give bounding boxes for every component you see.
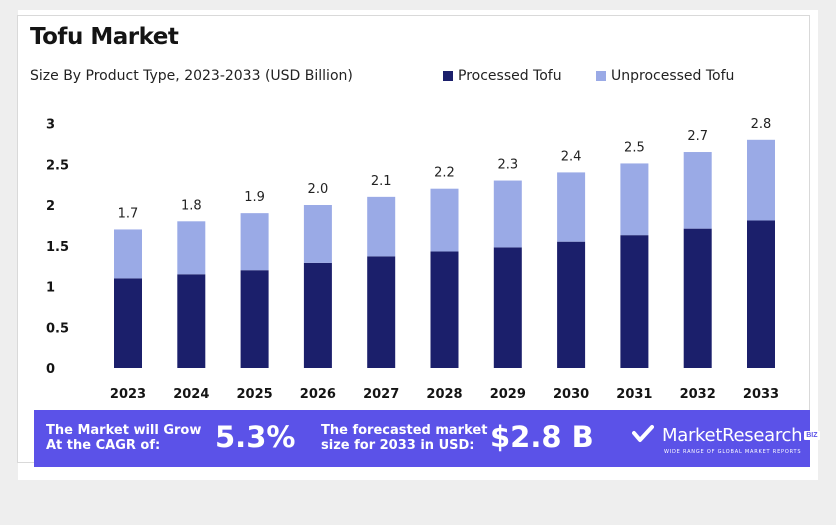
x-tick-label: 2024: [173, 387, 209, 402]
data-label: 1.7: [118, 206, 139, 221]
bar-unprocessed: [177, 221, 206, 275]
brand-tagline: WIDE RANGE OF GLOBAL MARKET REPORTS: [664, 449, 802, 455]
x-tick-label: 2027: [363, 387, 399, 402]
data-label: 1.8: [181, 198, 202, 213]
bar-processed: [303, 262, 332, 368]
cagr-value: 5.3%: [215, 420, 296, 454]
bar-unprocessed: [114, 229, 142, 279]
cagr-label-line2: At the CAGR of:: [46, 438, 161, 453]
bar-processed: [367, 256, 396, 368]
bar-unprocessed: [747, 139, 775, 221]
y-tick-label: 2.5: [46, 158, 69, 173]
x-tick-label: 2023: [110, 387, 146, 402]
chart-subtitle: Size By Product Type, 2023-2033 (USD Bil…: [30, 68, 353, 84]
summary-banner: The Market will Grow At the CAGR of: 5.3…: [34, 410, 820, 467]
x-tick-label: 2028: [426, 387, 462, 402]
legend-label-processed: Processed Tofu: [458, 68, 562, 84]
chart-title: Tofu Market: [30, 24, 179, 50]
data-label: 1.9: [244, 190, 265, 205]
bar-unprocessed: [240, 213, 269, 271]
bar-processed: [177, 274, 206, 368]
bar-unprocessed: [367, 196, 396, 257]
bar-unprocessed: [430, 188, 459, 252]
y-tick-label: 1: [46, 281, 55, 296]
bar-processed: [430, 251, 459, 368]
bar-processed: [683, 228, 712, 368]
cagr-label: The Market will Grow At the CAGR of:: [46, 423, 201, 453]
brand-logo: MarketResearch BIZ: [632, 424, 820, 446]
bar-unprocessed: [683, 152, 712, 229]
forecast-label-line1: The forecasted market: [321, 423, 488, 438]
data-label: 2.3: [497, 158, 518, 173]
bar-processed: [620, 235, 649, 368]
legend-swatch-unprocessed: [596, 71, 606, 81]
data-label: 2.8: [751, 117, 772, 132]
brand-badge: BIZ: [804, 430, 820, 440]
checkmark-icon: [632, 425, 654, 442]
brand-name: MarketResearch: [662, 424, 803, 446]
y-tick-label: 0.5: [46, 321, 69, 336]
x-tick-label: 2026: [300, 387, 336, 402]
y-tick-label: 3: [46, 118, 55, 133]
bar-processed: [557, 241, 586, 368]
y-tick-label: 2: [46, 199, 55, 214]
x-tick-label: 2029: [490, 387, 526, 402]
bar-unprocessed: [493, 180, 522, 248]
bar-processed: [240, 270, 269, 368]
bar-processed: [493, 247, 522, 368]
data-label: 2.5: [624, 140, 645, 155]
legend-item-unprocessed: Unprocessed Tofu: [596, 68, 734, 84]
data-label: 2.2: [434, 166, 455, 181]
x-tick-label: 2031: [616, 387, 652, 402]
legend-item-processed: Processed Tofu: [443, 68, 562, 84]
bar-processed: [747, 220, 775, 368]
bar-unprocessed: [303, 205, 332, 263]
forecast-label: The forecasted market size for 2033 in U…: [321, 423, 487, 453]
forecast-value: $2.8 B: [490, 420, 594, 454]
data-label: 2.1: [371, 174, 392, 189]
data-label: 2.7: [687, 129, 708, 144]
y-tick-label: 0: [46, 362, 55, 377]
forecast-label-line2: size for 2033 in USD:: [321, 438, 475, 453]
legend-label-unprocessed: Unprocessed Tofu: [611, 68, 735, 84]
cagr-label-line1: The Market will Grow: [46, 423, 202, 438]
data-label: 2.4: [561, 149, 582, 164]
chart-panel: [17, 15, 810, 463]
bar-processed: [114, 278, 142, 368]
x-tick-label: 2032: [680, 387, 716, 402]
bar-unprocessed: [557, 172, 586, 242]
x-tick-label: 2033: [743, 387, 779, 402]
bar-unprocessed: [620, 163, 649, 236]
data-label: 2.0: [308, 182, 329, 197]
x-tick-label: 2030: [553, 387, 589, 402]
y-tick-label: 1.5: [46, 240, 69, 255]
bar-chart: 0 0.5 1 1.5 2 2.5 3 1.7 2023 1.8 2024 1.9 2025 2.0 202…: [46, 117, 779, 402]
x-tick-label: 2025: [237, 387, 273, 402]
legend-swatch-processed: [443, 71, 453, 81]
